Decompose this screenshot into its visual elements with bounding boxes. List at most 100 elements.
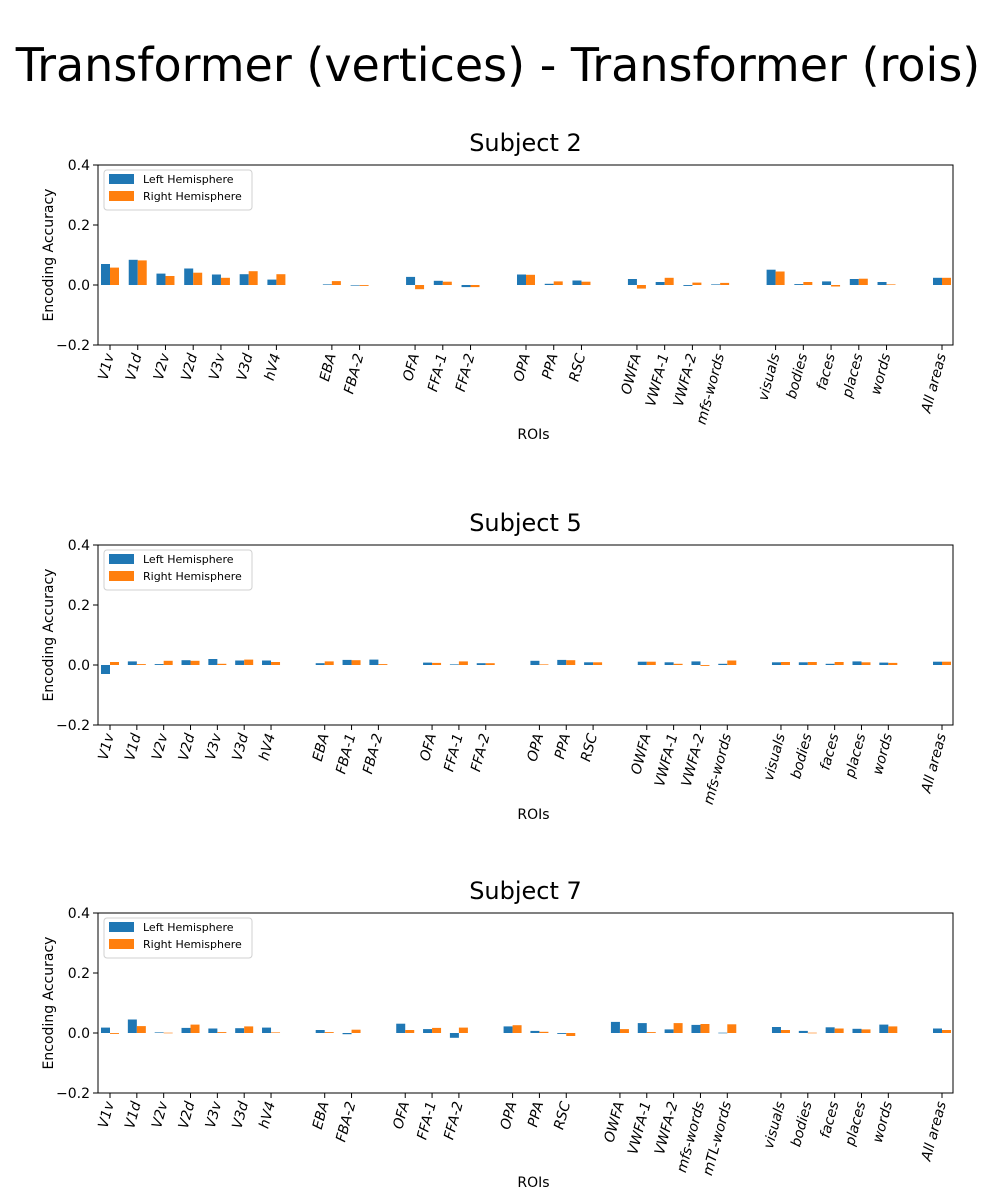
y-axis-label: Encoding Accuracy — [41, 569, 57, 702]
bar-right-ofa — [405, 1030, 415, 1033]
x-tick-label: All areas — [918, 352, 949, 416]
x-tick-label: RSC — [551, 1100, 574, 1132]
x-tick-label: bodies — [788, 732, 815, 781]
x-tick-label: FFA-2 — [441, 1100, 467, 1142]
bar-right-fba-1 — [351, 660, 361, 665]
bar-right-vwfa-1 — [646, 1032, 656, 1033]
bar-right-places — [861, 662, 871, 665]
x-tick-label: EBA — [310, 732, 333, 763]
bar-right-hv4 — [271, 1032, 281, 1033]
bar-left-places — [849, 279, 859, 285]
bar-right-v3d — [244, 659, 254, 665]
x-tick-label: visuals — [761, 1100, 789, 1151]
bar-right-mfs-words — [727, 660, 737, 665]
legend-swatch-left — [109, 174, 134, 184]
bar-left-ffa-2 — [476, 663, 486, 665]
x-tick-label: OPA — [524, 732, 547, 764]
bar-right-vwfa-1 — [673, 663, 683, 665]
x-axis-label: ROIs — [517, 1175, 549, 1191]
x-tick-label: places — [842, 732, 869, 781]
bar-right-hv4 — [271, 662, 281, 665]
legend-label: Left Hemisphere — [143, 921, 234, 934]
bar-left-vwfa-1 — [637, 1023, 647, 1033]
y-tick-label: 0.2 — [68, 218, 90, 234]
x-tick-label: OPA — [511, 352, 534, 384]
x-tick-label: places — [839, 352, 866, 401]
bar-left-ofa — [406, 276, 416, 285]
legend-box — [103, 549, 253, 591]
x-tick-label: FBA-2 — [341, 352, 367, 396]
bar-right-v3d — [248, 271, 258, 285]
bar-right-all areas — [942, 1030, 951, 1033]
subject-2-chart: Subject 2 −0.2 0.0 0.2 0.4 Encoding Accuracy V… — [41, 129, 954, 443]
bar-left-owfa — [627, 279, 637, 285]
bar-right-v2v — [165, 276, 175, 285]
bar-right-mtl-words — [727, 1024, 737, 1033]
bar-left-hv4 — [262, 660, 272, 665]
x-tick-label: V1v — [95, 731, 118, 762]
x-tick-label: V3d — [230, 732, 253, 763]
bar-left-v1d — [127, 1019, 137, 1033]
bar-left-visuals — [771, 1027, 781, 1033]
bar-left-eba — [315, 663, 325, 665]
bar-right-bodies — [807, 662, 817, 665]
bar-right-v1d — [136, 1026, 146, 1033]
y-tick-label: 0.2 — [68, 598, 90, 614]
x-tick-label: FFA-1 — [441, 732, 467, 774]
legend-box — [103, 169, 253, 211]
bar-right-v3d — [244, 1026, 254, 1033]
x-tick-label: VWFA-1 — [652, 732, 681, 788]
x-tick-label: V2v — [149, 1099, 172, 1130]
bar-right-mfs-words — [720, 282, 730, 285]
bar-right-v2d — [190, 1024, 200, 1033]
x-tick-label: FFA-1 — [414, 1100, 440, 1142]
bar-left-all areas — [933, 1028, 942, 1033]
x-tick-label: V2v — [149, 731, 172, 762]
bar-right-places — [861, 1029, 871, 1033]
x-tick-label: faces — [817, 732, 842, 772]
bar-right-ffa-2 — [458, 1027, 468, 1033]
x-tick-label: FBA-1 — [333, 732, 359, 776]
bar-right-v1d — [136, 664, 146, 665]
bar-left-faces — [825, 663, 835, 665]
bar-right-vwfa-2 — [673, 1023, 683, 1033]
x-tick-label: hV4 — [256, 732, 279, 763]
legend-label: Right Hemisphere — [143, 570, 242, 583]
x-tick-label: V3d — [234, 352, 257, 383]
bar-left-ofa — [396, 1023, 406, 1033]
x-tick-label: words — [868, 352, 894, 397]
y-tick-label: 0.4 — [68, 906, 90, 922]
legend-label: Left Hemisphere — [143, 553, 234, 566]
bar-right-ppa — [539, 1031, 549, 1033]
bar-left-hv4 — [262, 1027, 272, 1033]
x-tick-label: V2d — [176, 732, 199, 763]
x-tick-label: OPA — [498, 1100, 521, 1132]
x-tick-label: OFA — [400, 352, 423, 383]
bar-right-all areas — [942, 661, 951, 665]
x-tick-label: V3v — [203, 731, 226, 762]
bar-right-words — [886, 284, 896, 285]
y-axis-label: Encoding Accuracy — [41, 937, 57, 1070]
x-tick-label: V3d — [230, 1100, 253, 1131]
x-tick-label: visuals — [756, 352, 784, 403]
bar-right-v3v — [217, 1032, 227, 1033]
bar-right-v2d — [190, 660, 200, 665]
bar-left-ffa-2 — [461, 285, 471, 288]
legend-swatch-right — [109, 191, 134, 201]
bar-right-faces — [834, 662, 844, 665]
y-tick-label: 0.0 — [68, 658, 90, 674]
x-tick-label: PPA — [539, 352, 561, 381]
bar-right-hv4 — [276, 274, 286, 285]
x-tick-label: hV4 — [256, 1100, 279, 1131]
bar-left-ppa — [557, 659, 567, 665]
x-tick-label: mfs-words — [694, 352, 728, 427]
bar-left-bodies — [798, 662, 808, 665]
bar-right-fba-2 — [378, 664, 388, 665]
x-tick-label: RSC — [578, 732, 601, 764]
bar-left-vwfa-1 — [655, 282, 665, 285]
bar-left-v2v — [156, 273, 166, 285]
bar-left-mfs-words — [711, 284, 721, 285]
x-tick-label: RSC — [567, 352, 590, 384]
bar-right-words — [888, 1026, 898, 1033]
bar-left-vwfa-2 — [664, 1029, 674, 1033]
